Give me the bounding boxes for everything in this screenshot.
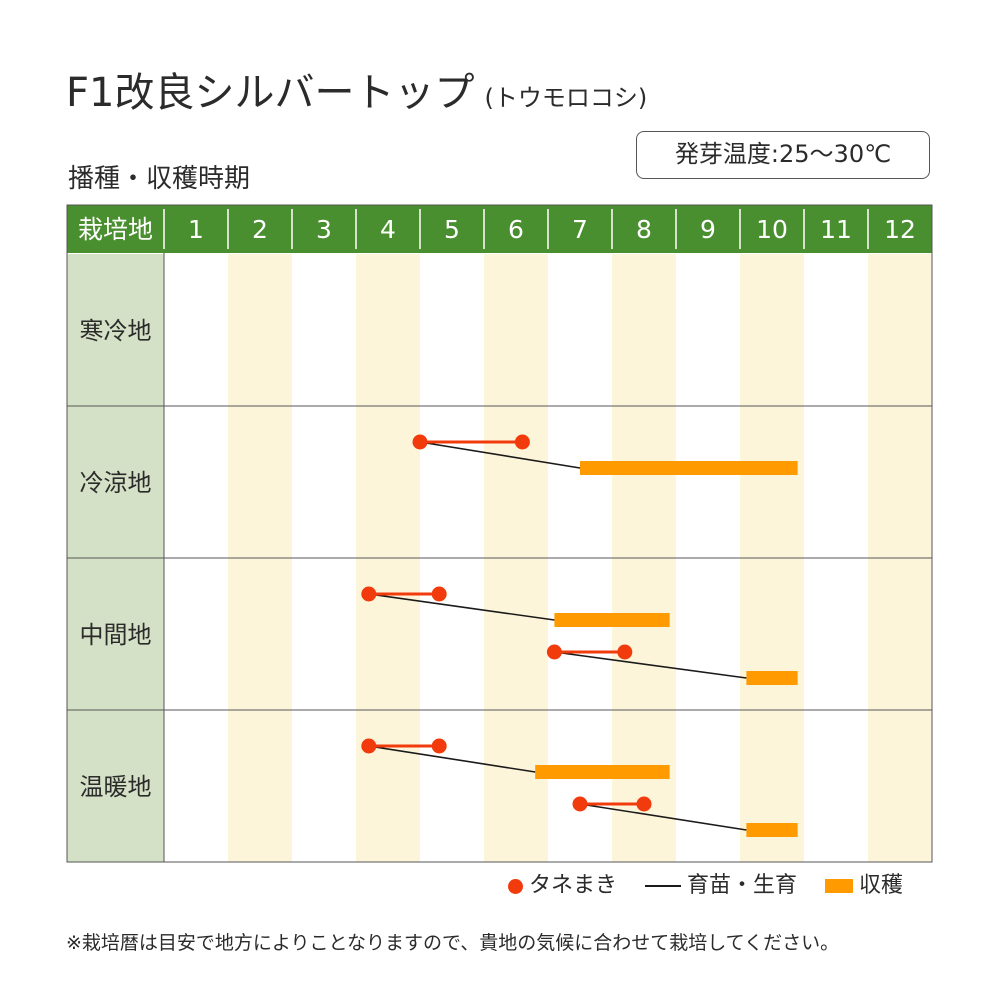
nursery-line-icon	[645, 885, 682, 887]
nursery-line-3-1	[579, 803, 747, 831]
germination-temperature-badge: 発芽温度:25～30℃	[636, 131, 930, 179]
legend-label-sowing: タネまき	[529, 873, 618, 898]
table-border	[66, 204, 933, 863]
month-label-12: 12	[884, 215, 916, 244]
sowing-dot-icon	[508, 878, 523, 894]
sowing-start-dot-2-1	[546, 644, 562, 660]
header-region-label: 栽培地	[78, 215, 153, 244]
nursery-line-1-0	[419, 441, 581, 469]
month-label-7: 7	[572, 215, 588, 244]
legend-label-nursery: 育苗・生育	[687, 873, 798, 898]
month-label-11: 11	[820, 215, 852, 244]
nursery-line-2-0	[368, 593, 555, 621]
footnote: ※栽培暦は目安で地方によりことなりますので、貴地の気候に合わせて栽培してください…	[66, 932, 840, 954]
legend-item-sowing: タネまき	[508, 870, 617, 902]
harvest-bar-2-1	[746, 671, 798, 685]
month-label-9: 9	[700, 215, 716, 244]
title-subtitle: (トウモロコシ)	[484, 84, 648, 112]
harvest-bar-1-0	[580, 461, 798, 475]
legend-item-nursery: 育苗・生育	[645, 870, 797, 902]
region-label-3: 温暖地	[80, 773, 152, 801]
month-label-10: 10	[756, 215, 788, 244]
harvest-bar-3-1	[746, 823, 798, 837]
header-row	[67, 205, 932, 253]
region-label-2: 中間地	[80, 621, 152, 649]
harvest-bar-3-0	[535, 765, 670, 779]
legend-item-harvest: 収穫	[825, 870, 903, 902]
month-label-1: 1	[188, 215, 204, 244]
sowing-end-dot-3-0	[431, 738, 447, 754]
month-label-2: 2	[252, 215, 268, 244]
region-label-1: 冷涼地	[80, 469, 152, 497]
sowing-end-dot-2-1	[617, 644, 633, 660]
month-label-4: 4	[380, 215, 396, 244]
sowing-start-dot-3-0	[361, 738, 377, 754]
sowing-start-dot-1-0	[412, 434, 428, 450]
month-label-5: 5	[444, 215, 460, 244]
sowing-start-dot-3-1	[572, 796, 588, 812]
nursery-line-3-0	[368, 745, 536, 773]
legend: タネまき 育苗・生育 収穫	[508, 870, 932, 902]
harvest-bar-2-0	[554, 613, 670, 627]
title-main: F1改良シルバートップ	[66, 70, 475, 116]
nursery-line-2-1	[554, 651, 747, 679]
sowing-end-dot-1-0	[514, 434, 530, 450]
sowing-end-dot-3-1	[636, 796, 652, 812]
legend-label-harvest: 収穫	[859, 873, 904, 898]
harvest-bar-icon	[825, 879, 854, 893]
month-label-6: 6	[508, 215, 524, 244]
sowing-end-dot-2-0	[431, 586, 447, 602]
sowing-start-dot-2-0	[361, 586, 377, 602]
page-title: F1改良シルバートップ (トウモロコシ)	[66, 60, 647, 118]
section-title: 播種・収穫時期	[68, 164, 251, 194]
region-label-0: 寒冷地	[80, 317, 152, 345]
month-label-3: 3	[316, 215, 332, 244]
month-label-8: 8	[636, 215, 652, 244]
